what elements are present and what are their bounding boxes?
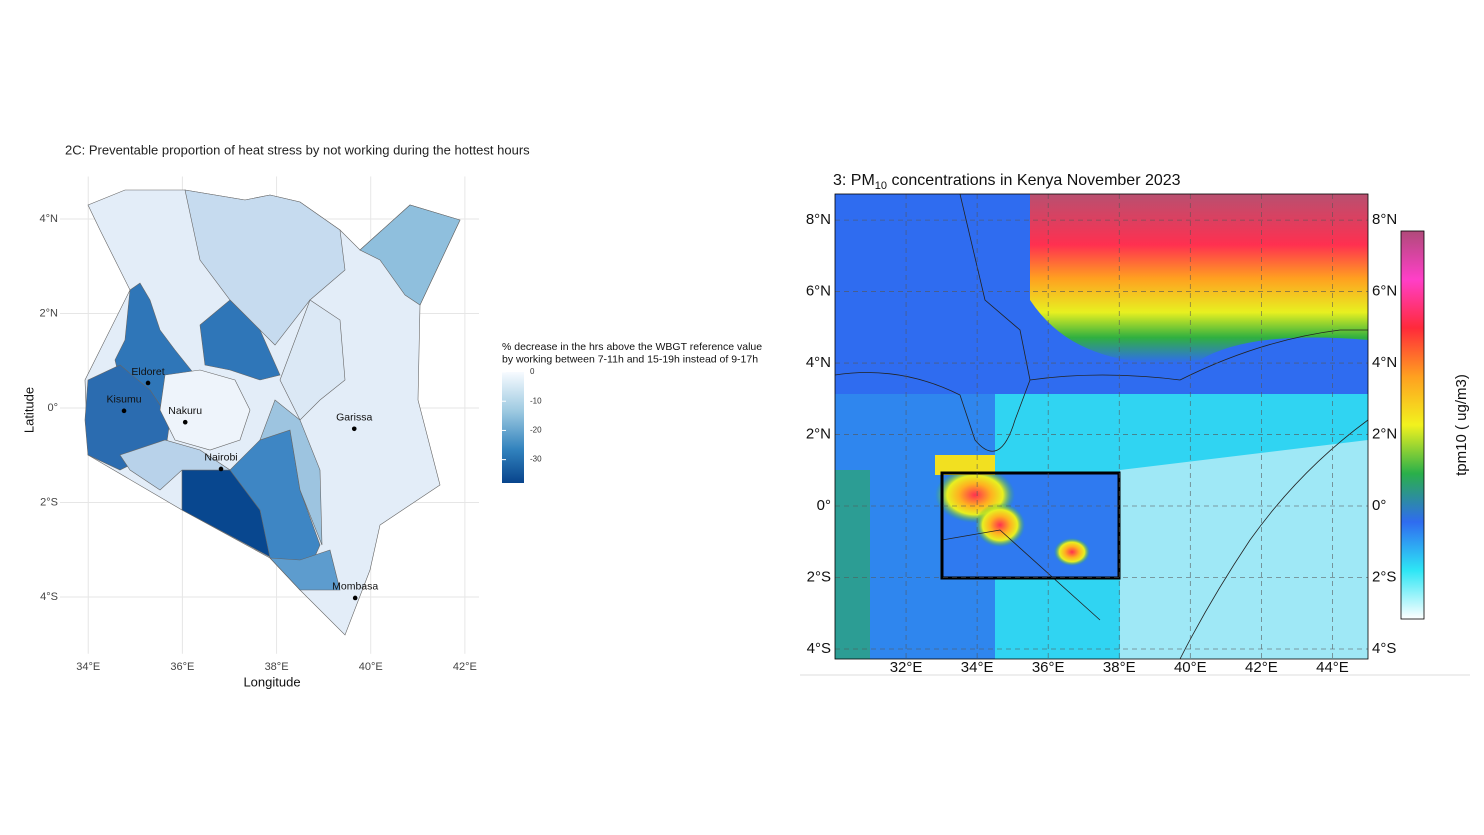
x-tick-label: 34°E	[76, 661, 100, 673]
y-tick-label: 8°N	[1372, 211, 1397, 228]
legend-tick-label: -30	[530, 455, 542, 464]
county	[269, 549, 341, 591]
x-axis-label: Longitude	[243, 674, 300, 689]
border	[835, 329, 1368, 452]
hotspot	[975, 503, 1025, 547]
city-label: Eldoret	[131, 366, 164, 378]
y-tick-label: 0°	[817, 497, 831, 514]
colorbar-label: tpm10 ( ug/m3)	[1453, 374, 1470, 476]
border	[941, 194, 1368, 659]
city-label: Nakuru	[168, 405, 202, 417]
x-tick-label: 36°E	[1032, 659, 1065, 676]
city-label: Garissa	[336, 412, 372, 424]
county	[119, 439, 231, 491]
left-title: 2C: Preventable proportion of heat stres…	[65, 142, 530, 157]
y-tick-label: 2°S	[1372, 568, 1396, 585]
y-tick-label: 4°S	[40, 591, 58, 603]
county	[184, 189, 346, 346]
x-tick-label: 36°E	[170, 661, 194, 673]
city-label: Mombasa	[332, 581, 378, 593]
y-tick-label: 2°S	[40, 496, 58, 508]
focus-box	[940, 471, 1121, 580]
colorbar	[1400, 230, 1425, 620]
county	[199, 299, 281, 381]
cities: Eldoret Kisumu Nakuru Nairobi Garissa Mombasa	[107, 366, 378, 601]
legend-colorbar	[502, 372, 524, 483]
city-label: Kisumu	[107, 394, 142, 406]
field-region	[835, 470, 870, 659]
y-tick-label: 0°	[47, 402, 58, 414]
county	[279, 299, 346, 421]
right-colorbar	[1400, 230, 1425, 620]
right-title: 3: PM10 concentrations in Kenya November…	[833, 172, 1181, 192]
legend-tick-label: 0	[530, 367, 535, 376]
city-dot	[182, 419, 188, 425]
city-dot	[121, 408, 127, 414]
y-tick-label: 4°S	[1372, 640, 1396, 657]
y-tick-label: 2°N	[806, 426, 831, 443]
y-tick-label: 6°N	[806, 283, 831, 300]
county	[259, 399, 323, 546]
y-tick-label: 2°N	[40, 307, 59, 319]
x-tick-label: 44°E	[1316, 659, 1349, 676]
x-tick-label: 38°E	[265, 661, 289, 673]
y-tick-label: 6°N	[1372, 283, 1397, 300]
county	[159, 369, 251, 451]
x-tick-label: 42°E	[1245, 659, 1278, 676]
kenya-counties	[84, 189, 461, 636]
x-tick-label: 42°E	[453, 661, 477, 673]
x-tick-label: 34°E	[961, 659, 994, 676]
title-text: concentrations in Kenya November 2023	[887, 172, 1181, 189]
title-subscript: 10	[875, 180, 887, 192]
field-region	[1030, 194, 1368, 363]
right-frame	[834, 193, 1369, 660]
city-label: Nairobi	[204, 452, 237, 464]
city-dot	[218, 466, 224, 472]
y-tick-label: 4°S	[807, 640, 831, 657]
city-dot	[351, 426, 357, 432]
y-axis-label: Latitude	[21, 387, 36, 433]
right-grid	[835, 194, 1368, 659]
title-text: 3: PM	[833, 172, 875, 189]
county	[359, 204, 461, 306]
legend-tick-label: -20	[530, 426, 542, 435]
y-tick-label: 4°N	[40, 213, 59, 225]
hotspot	[935, 455, 995, 475]
x-tick-label: 40°E	[359, 661, 383, 673]
y-tick-label: 4°N	[806, 354, 831, 371]
legend-title: % decrease in the hrs above the WBGT ref…	[502, 341, 762, 353]
x-tick-label: 32°E	[890, 659, 923, 676]
y-tick-label: 2°N	[1372, 426, 1397, 443]
y-tick-label: 4°N	[1372, 354, 1397, 371]
city-dot	[145, 380, 151, 386]
legend-tick-label: -10	[530, 396, 542, 405]
legend-title: by working between 7-11h and 15-19h inst…	[502, 353, 758, 365]
hotspot	[1054, 538, 1090, 566]
y-tick-label: 8°N	[806, 211, 831, 228]
city-dot	[352, 595, 358, 601]
x-tick-label: 40°E	[1174, 659, 1207, 676]
y-tick-label: 0°	[1372, 497, 1386, 514]
pm10-field	[835, 194, 1368, 659]
x-tick-label: 38°E	[1103, 659, 1136, 676]
y-tick-label: 2°S	[807, 568, 831, 585]
left-legend: % decrease in the hrs above the WBGT ref…	[502, 341, 762, 483]
